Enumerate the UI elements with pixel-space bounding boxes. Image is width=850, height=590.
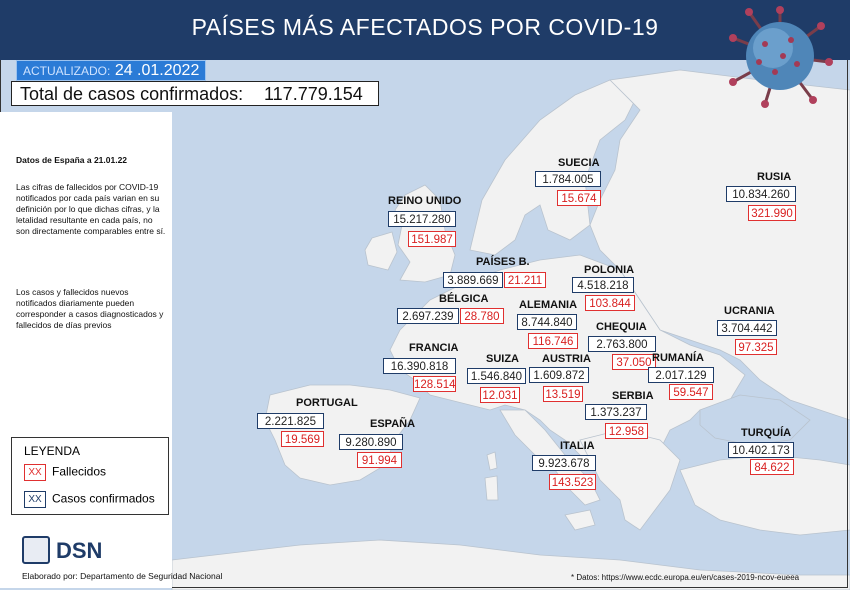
country-label-polonia: POLONIA <box>584 264 635 276</box>
legend-cases-swatch: XX <box>24 491 46 508</box>
deaths-polonia: 103.844 <box>585 295 635 311</box>
country-label-suiza: SUIZA <box>486 353 519 365</box>
cases-turquia: 10.402.173 <box>728 442 794 458</box>
daily-report-note: Los casos y fallecidos nuevos notificado… <box>16 287 164 330</box>
deaths-rumania: 59.547 <box>669 384 713 400</box>
country-label-francia: FRANCIA <box>409 342 459 354</box>
deaths-reino-unido: 151.987 <box>408 231 456 247</box>
deaths-definition-note: Las cifras de fallecidos por COVID-19 no… <box>16 182 166 236</box>
country-label-paises-bajos: PAÍSES B. <box>476 256 530 268</box>
updated-label: ACTUALIZADO: <box>23 64 111 78</box>
cases-italia: 9.923.678 <box>532 455 596 471</box>
country-label-belgica: BÉLGICA <box>439 293 489 305</box>
deaths-portugal: 19.569 <box>281 431 324 447</box>
deaths-belgica: 28.780 <box>460 308 504 324</box>
country-label-rumania: RUMANÍA <box>652 352 704 364</box>
coat-of-arms-icon <box>22 536 50 564</box>
deaths-italia: 143.523 <box>549 474 596 490</box>
cases-francia: 16.390.818 <box>383 358 456 374</box>
country-label-chequia: CHEQUIA <box>596 321 647 333</box>
data-source: * Datos: https://www.ecdc.europa.eu/en/c… <box>571 573 800 582</box>
cases-espana: 9.280.890 <box>339 434 403 450</box>
elaborated-by: Elaborado por: Departamento de Seguridad… <box>22 571 223 581</box>
country-label-espana: ESPAÑA <box>370 418 416 430</box>
updated-date-badge: ACTUALIZADO: 24 .01.2022 <box>16 60 207 81</box>
cases-austria: 1.609.872 <box>529 367 589 383</box>
cases-rusia: 10.834.260 <box>726 186 796 202</box>
country-label-reino-unido: REINO UNIDO <box>388 195 462 207</box>
cases-portugal: 2.221.825 <box>257 413 324 429</box>
country-label-austria: AUSTRIA <box>542 353 591 365</box>
country-label-alemania: ALEMANIA <box>519 299 578 311</box>
total-cases-box: Total de casos confirmados: 117.779.154 <box>11 81 379 106</box>
total-cases-label: Total de casos confirmados: <box>20 84 244 104</box>
country-label-suecia: SUECIA <box>558 157 600 169</box>
legend-deaths-label: Fallecidos <box>52 464 107 479</box>
deaths-turquia: 84.622 <box>750 459 794 475</box>
country-label-portugal: PORTUGAL <box>296 397 358 409</box>
cases-ucrania: 3.704.442 <box>717 320 777 336</box>
page-title: PAÍSES MÁS AFECTADOS POR COVID-19 <box>191 14 659 40</box>
deaths-suiza: 12.031 <box>480 387 520 403</box>
total-cases-value: 117.779.154 <box>264 84 363 104</box>
cases-reino-unido: 15.217.280 <box>388 211 456 227</box>
cases-belgica: 2.697.239 <box>397 308 459 324</box>
legend-deaths-swatch: XX <box>24 464 46 481</box>
legend-cases-row: XX Casos confirmados <box>24 491 155 508</box>
legend: LEYENDA XX Fallecidos XX Casos confirmados <box>11 437 169 515</box>
cases-rumania: 2.017.129 <box>648 367 714 383</box>
country-label-serbia: SERBIA <box>612 390 654 402</box>
header-bar <box>0 0 850 60</box>
dsn-logo-text: DSN <box>56 538 103 563</box>
deaths-austria: 13.519 <box>543 386 583 402</box>
deaths-rusia: 321.990 <box>748 205 796 221</box>
deaths-chequia: 37.050 <box>612 354 656 370</box>
spain-date-note: Datos de España a 21.01.22 <box>16 155 128 165</box>
deaths-francia: 128.514 <box>413 376 456 392</box>
deaths-suecia: 15.674 <box>557 190 601 206</box>
cases-serbia: 1.373.237 <box>585 404 647 420</box>
legend-cases-label: Casos confirmados <box>52 491 155 506</box>
deaths-serbia: 12.958 <box>605 423 648 439</box>
coronavirus-icon <box>729 6 833 108</box>
cases-suiza: 1.546.840 <box>467 368 526 384</box>
deaths-espana: 91.994 <box>357 452 402 468</box>
country-label-ucrania: UCRANIA <box>724 305 775 317</box>
cases-paises-bajos: 3.889.669 <box>443 272 503 288</box>
deaths-ucrania: 97.325 <box>735 339 777 355</box>
deaths-paises-bajos: 21.211 <box>504 272 546 288</box>
updated-value: 24 .01.2022 <box>114 62 200 79</box>
dsn-logo: DSN <box>22 536 114 566</box>
cases-alemania: 8.744.840 <box>517 314 577 330</box>
cases-suecia: 1.784.005 <box>535 171 601 187</box>
cases-chequia: 2.763.800 <box>588 336 656 352</box>
country-label-italia: ITALIA <box>560 440 595 452</box>
deaths-alemania: 116.746 <box>528 333 578 349</box>
country-label-rusia: RUSIA <box>757 171 792 183</box>
legend-deaths-row: XX Fallecidos <box>24 464 106 481</box>
legend-title: LEYENDA <box>24 444 81 458</box>
cases-polonia: 4.518.218 <box>572 277 634 293</box>
country-label-turquia: TURQUÍA <box>741 427 792 439</box>
